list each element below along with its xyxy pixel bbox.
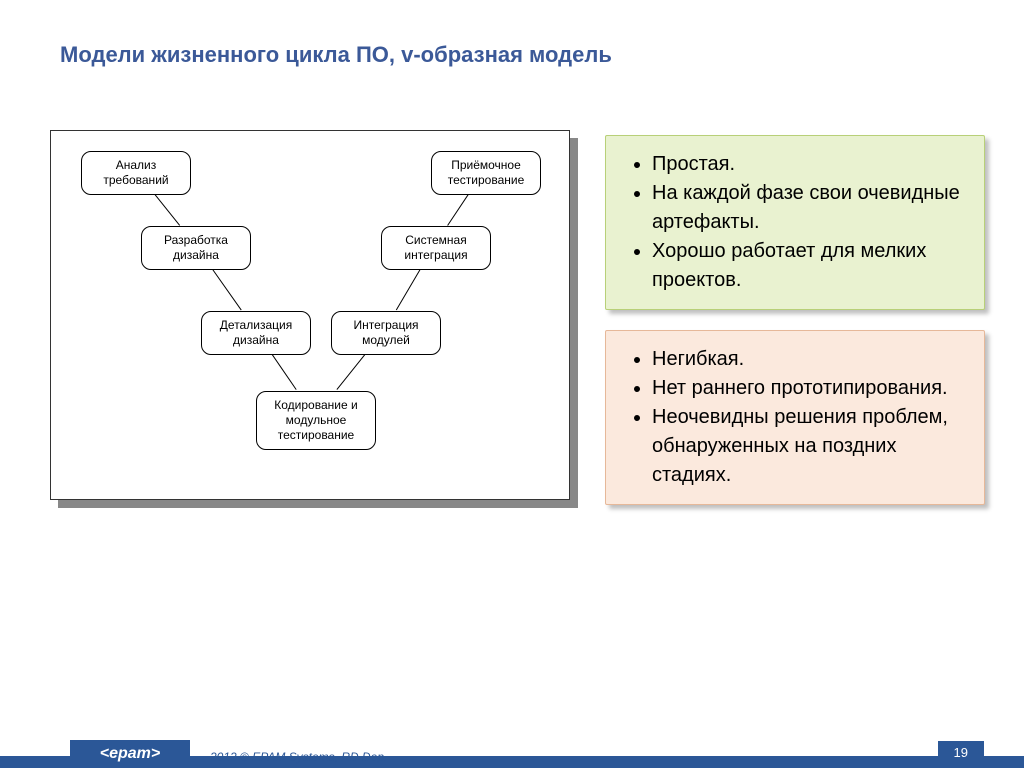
edge-n4-n5 <box>337 350 369 390</box>
edge-n2-n3 <box>210 265 242 310</box>
list-item: Хорошо работает для мелких проектов. <box>652 237 966 295</box>
footer-page-number: 19 <box>938 741 984 764</box>
slide-title: Модели жизненного цикла ПО, v-образная м… <box>60 42 612 68</box>
edge-n6-n7 <box>448 191 471 226</box>
node-n5: Интеграциямодулей <box>331 311 441 355</box>
list-item: Нет раннего прототипирования. <box>652 374 966 403</box>
cons-panel: Негибкая.Нет раннего прототипирования.Не… <box>605 330 985 505</box>
node-n1: Анализтребований <box>81 151 191 195</box>
list-item: Простая. <box>652 150 966 179</box>
node-n2: Разработкадизайна <box>141 226 251 270</box>
list-item: Негибкая. <box>652 345 966 374</box>
diagram-canvas: Анализтребований Разработкадизайна Детализ… <box>50 130 570 500</box>
pros-list: Простая.На каждой фазе свои очевидные ар… <box>634 150 966 295</box>
footer: <epam> 2012 © EPAM Systems, RD Dep. 19 <box>0 730 1024 768</box>
edge-n1-n2 <box>152 191 180 226</box>
node-n4: Кодирование имодульноетестирование <box>256 391 376 450</box>
edge-n3-n4 <box>269 350 296 390</box>
pros-panel: Простая.На каждой фазе свои очевидные ар… <box>605 135 985 310</box>
slide: Модели жизненного цикла ПО, v-образная м… <box>0 0 1024 768</box>
edge-n5-n6 <box>396 265 422 310</box>
footer-logo: <epam> <box>70 740 190 768</box>
cons-list: Негибкая.Нет раннего прототипирования.Не… <box>634 345 966 490</box>
node-n7: Приёмочноетестирование <box>431 151 541 195</box>
node-n6: Системнаяинтеграция <box>381 226 491 270</box>
node-n3: Детализациядизайна <box>201 311 311 355</box>
list-item: На каждой фазе свои очевидные артефакты. <box>652 179 966 237</box>
list-item: Неочевидны решения проблем, обнаруженных… <box>652 403 966 490</box>
footer-copyright: 2012 © EPAM Systems, RD Dep. <box>210 750 387 764</box>
v-model-diagram: Анализтребований Разработкадизайна Детализ… <box>50 130 570 500</box>
